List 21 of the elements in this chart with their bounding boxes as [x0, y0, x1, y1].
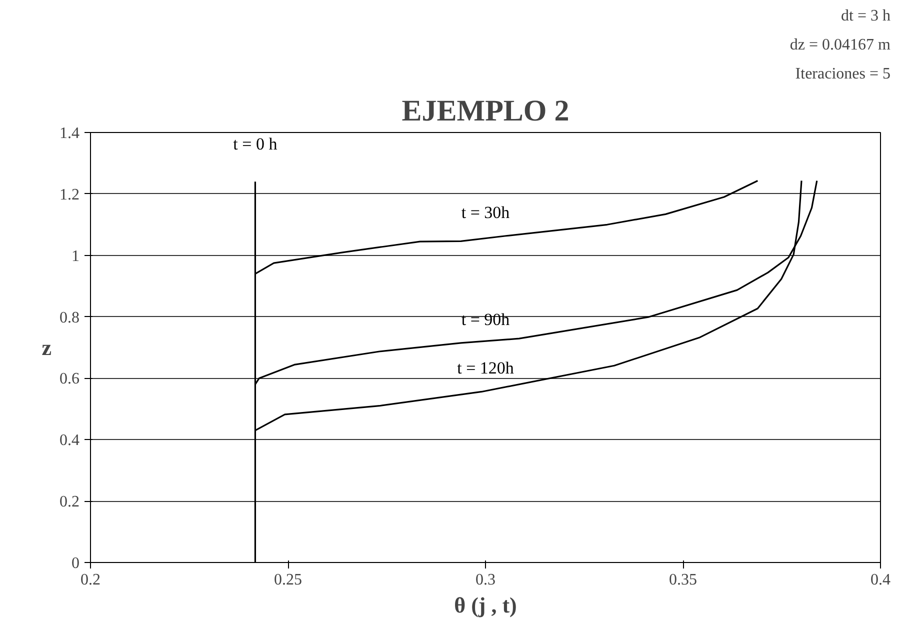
series-label: t = 30h — [461, 203, 510, 222]
y-tick-label: 1 — [72, 248, 80, 265]
text: dt = 3 h — [841, 8, 890, 24]
text: dz = 0.04167 m — [790, 36, 892, 54]
y-tick-label: 0.2 — [60, 494, 80, 511]
y-tick-label: 0 — [72, 555, 80, 572]
y-tick-label: 1.4 — [60, 125, 80, 142]
y-axis-title: z — [42, 335, 52, 360]
x-axis-title: θ (j , t) — [454, 592, 517, 618]
chart-title: EJEMPLO 2 — [402, 94, 570, 128]
series-label: t = 120h — [457, 358, 514, 378]
x-tick-label: 0.25 — [274, 572, 302, 588]
y-tick-label: 0.6 — [60, 370, 80, 388]
x-tick-label: 0.4 — [870, 572, 890, 588]
x-tick-label: 0.35 — [669, 572, 697, 588]
y-tick-label: 1.2 — [60, 186, 80, 204]
y-tick-label: 0.4 — [60, 432, 80, 450]
y-tick-label: 0.8 — [60, 309, 80, 326]
x-tick-label: 0.3 — [476, 572, 496, 588]
text: Iteraciones = 5 — [795, 66, 890, 82]
text: t = 0 h — [233, 134, 278, 154]
